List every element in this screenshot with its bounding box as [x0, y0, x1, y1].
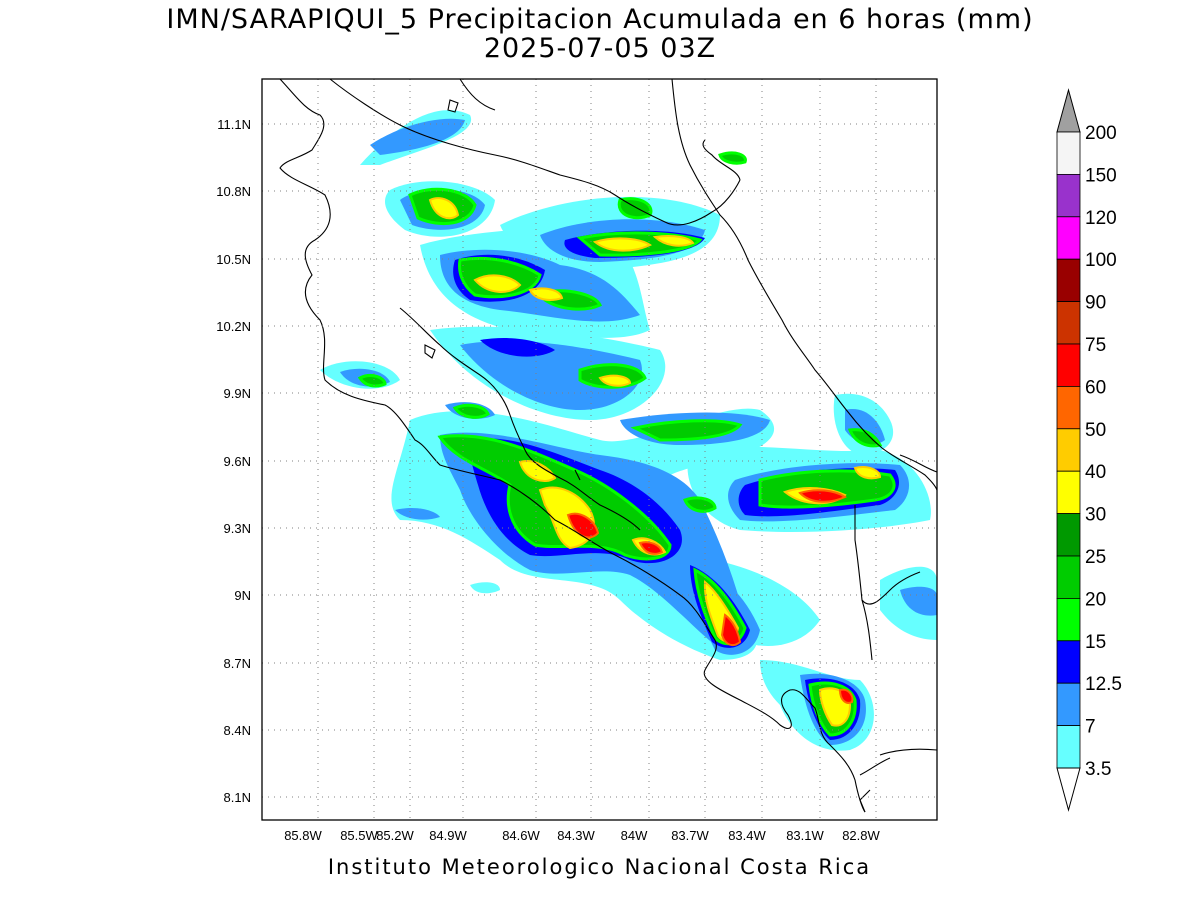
- lon-tick-label: 85.2W: [376, 828, 414, 843]
- colorbar-label: 50: [1085, 420, 1106, 441]
- colorbar-swatch: [1056, 725, 1081, 769]
- colorbar-swatch: [1056, 258, 1081, 303]
- colorbar-swatch: [1056, 555, 1081, 599]
- colorbar-swatch: [1056, 385, 1081, 430]
- lat-tick-label: 9.9N: [224, 386, 251, 401]
- colorbar-swatch: [1056, 470, 1081, 515]
- colorbar-label: 3.5: [1085, 759, 1111, 780]
- lat-tick-label: 11.1N: [217, 117, 251, 132]
- colorbar-label: 20: [1085, 589, 1106, 610]
- lon-tick-label: 83.4W: [728, 828, 766, 843]
- colorbar-swatch: [1056, 428, 1081, 472]
- colorbar-label: 25: [1085, 547, 1106, 568]
- colorbar-label: 75: [1085, 335, 1106, 356]
- map-valid-time: 2025-07-05 03Z: [483, 33, 717, 64]
- colorbar-label: 40: [1085, 462, 1106, 483]
- colorbar-label: 30: [1085, 505, 1106, 526]
- lon-tick-label: 82.8W: [842, 828, 880, 843]
- lat-tick-label: 8.4N: [224, 723, 251, 738]
- lon-tick-label: 84W: [621, 828, 648, 843]
- lon-tick-label: 84.6W: [502, 828, 540, 843]
- colorbar-swatch: [1056, 343, 1081, 387]
- lon-tick-label: 83.7W: [671, 828, 709, 843]
- colorbar-under-triangle: [1056, 767, 1081, 812]
- colorbar-label: 7: [1085, 717, 1096, 738]
- colorbar-swatch: [1056, 513, 1081, 557]
- precipitation-field: [320, 110, 937, 751]
- colorbar-over-triangle: [1056, 88, 1081, 133]
- colorbar-label: 12.5: [1085, 674, 1122, 695]
- colorbar-swatch: [1056, 301, 1081, 345]
- colorbar-label: 15: [1085, 632, 1106, 653]
- lat-tick-label: 10.5N: [216, 252, 251, 267]
- colorbar: 200 150 120 100 90 75 60 50 40 30 25 20 15 12.5 7 3.5: [1056, 88, 1122, 812]
- lon-tick-label: 85.5W: [340, 828, 378, 843]
- lat-tick-label: 8.1N: [224, 790, 251, 805]
- lat-tick-label: 9N: [234, 588, 251, 603]
- lat-tick-label: 10.8N: [216, 184, 251, 199]
- colorbar-label: 60: [1085, 377, 1106, 398]
- coastline-borders: [279, 78, 938, 813]
- lon-tick-label: 85.8W: [284, 828, 322, 843]
- colorbar-label: 120: [1085, 208, 1117, 229]
- colorbar-swatch: [1056, 216, 1081, 260]
- lon-tick-label: 84.3W: [557, 828, 595, 843]
- lat-tick-label: 8.7N: [224, 656, 251, 671]
- lat-tick-label: 10.2N: [216, 319, 251, 334]
- colorbar-label: 100: [1085, 250, 1117, 271]
- lat-tick-label: 9.6N: [224, 454, 251, 469]
- colorbar-swatch: [1056, 640, 1081, 684]
- colorbar-swatch: [1056, 173, 1081, 218]
- lon-tick-label: 84.9W: [429, 828, 467, 843]
- colorbar-label: 90: [1085, 293, 1106, 314]
- precip-50-layer: [566, 489, 854, 704]
- latitude-labels: 11.1N 10.8N 10.5N 10.2N 9.9N 9.6N 9.3N 9N 8.7N 8.…: [216, 117, 251, 805]
- colorbar-swatch: [1056, 682, 1081, 727]
- lon-tick-label: 83.1W: [786, 828, 824, 843]
- map-frame: [261, 78, 938, 821]
- footer-credit: Instituto Meteorologico Nacional Costa R…: [327, 855, 872, 879]
- colorbar-label: 200: [1085, 123, 1117, 144]
- colorbar-swatch: [1056, 131, 1081, 175]
- colorbar-swatch: [1056, 598, 1081, 642]
- colorbar-label: 150: [1085, 165, 1117, 186]
- lat-tick-label: 9.3N: [224, 521, 251, 536]
- map-title: IMN/SARAPIQUI_5 Precipitacion Acumulada …: [166, 4, 1034, 35]
